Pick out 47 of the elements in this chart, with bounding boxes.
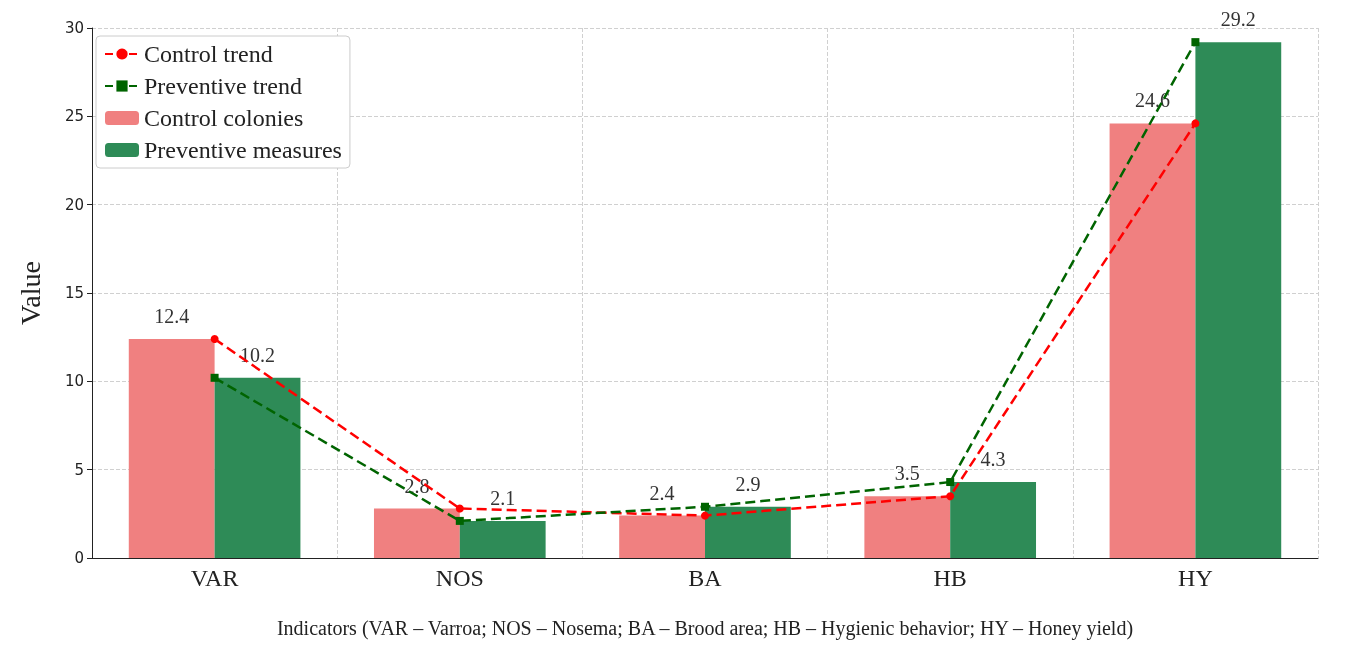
point: [210, 373, 219, 382]
y-tick-label: 15: [64, 284, 84, 302]
legend-label: Control colonies: [144, 105, 304, 131]
point: [1191, 119, 1200, 128]
point: [455, 504, 464, 513]
bar: [1195, 42, 1282, 558]
point: [455, 516, 464, 525]
y-tick-label: 25: [64, 107, 84, 126]
x-tick-label: HB: [933, 565, 967, 591]
point: [946, 492, 955, 501]
y-tick-label: 30: [64, 19, 84, 37]
y-tick-label: 20: [64, 195, 84, 214]
point: [946, 478, 955, 487]
data-label: 12.4: [154, 304, 190, 327]
bar: [950, 482, 1037, 558]
point: [210, 334, 219, 343]
data-label: 2.1: [490, 486, 516, 509]
bar: [128, 338, 215, 558]
data-label: 24.6: [1134, 89, 1170, 112]
bar: [705, 506, 791, 558]
point: [701, 511, 709, 520]
bar: [864, 496, 951, 558]
point: [701, 502, 709, 511]
data-label: 2.4: [649, 481, 675, 504]
data-label: 3.5: [894, 462, 920, 485]
data-label: 2.9: [735, 472, 761, 495]
point: [1191, 38, 1200, 47]
x-tick-label: VAR: [190, 565, 239, 591]
x-tick-label: NOS: [435, 565, 484, 591]
x-axis-title: Indicators (VAR – Varroa; NOS – Nosema; BA – Brood area; HB – Hygienic behavior; HY – Honey yield): [276, 617, 1134, 640]
x-tick-label: HY: [1178, 565, 1213, 591]
bar: [214, 377, 301, 558]
legend-label: Control trend: [144, 41, 273, 67]
bar: [459, 520, 546, 558]
data-label: 4.3: [980, 448, 1006, 471]
bar: [1109, 123, 1196, 558]
legend-label: Preventive measures: [144, 137, 342, 163]
bar: [619, 515, 705, 558]
legend-label: Preventive trend: [144, 73, 302, 99]
y-axis-title: Value: [14, 261, 46, 325]
y-tick-label: 5: [74, 460, 84, 479]
y-tick-label: 0: [74, 549, 84, 567]
x-tick-label: BA: [688, 565, 723, 591]
bar: [373, 508, 460, 558]
y-tick-label: 10: [64, 372, 84, 391]
data-label: 10.2: [240, 343, 276, 366]
data-label: 29.2: [1220, 8, 1256, 31]
